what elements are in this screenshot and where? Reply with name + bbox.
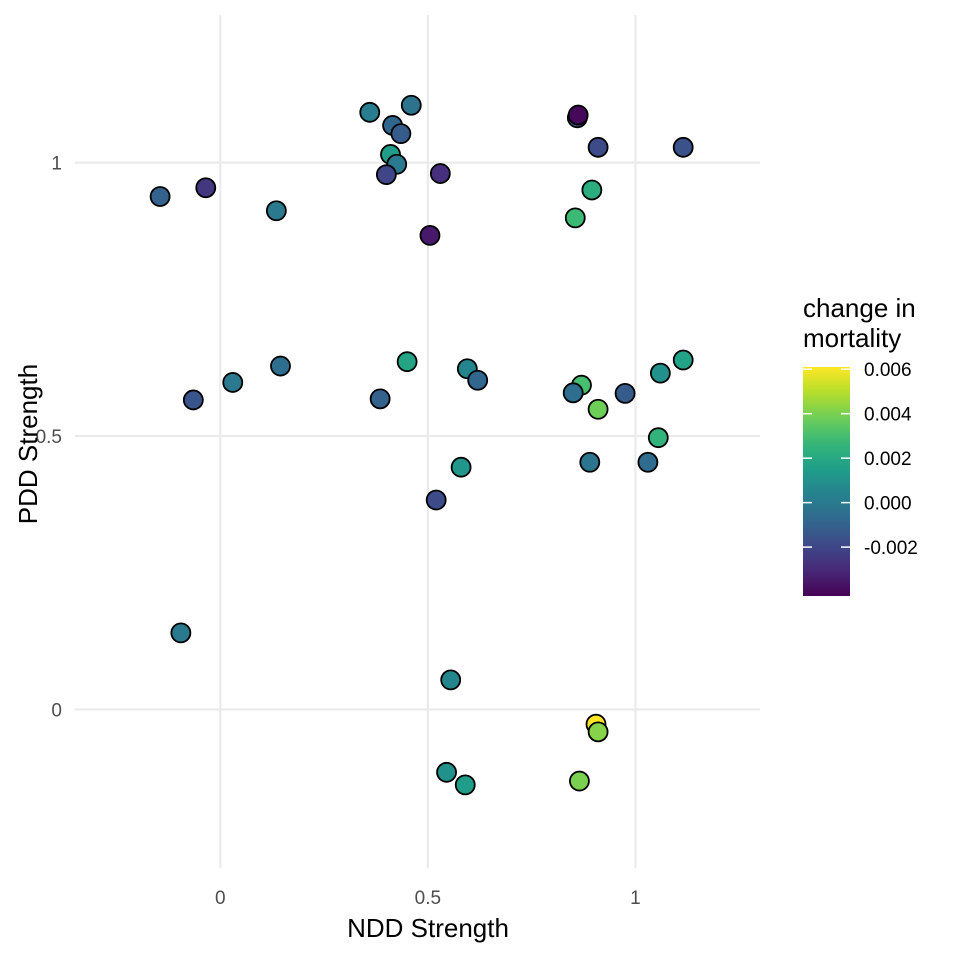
data-point [369,388,391,410]
legend-title-line-2: mortality [803,323,901,353]
data-point [647,427,669,449]
data-point [562,382,584,404]
data-point [569,770,590,792]
data-point [587,398,609,420]
x-tick-label: 0 [215,888,226,909]
data-point [587,136,609,158]
data-point [170,622,192,644]
data-point [587,721,609,743]
colorbar-tick-label: 0.002 [864,449,912,470]
axis-ticks: 0 0.5 1 0 0.5 1 [36,154,641,909]
legend-title-line-1: change in [803,293,916,323]
data-point [454,774,476,796]
data-point [265,200,287,222]
data-point [195,177,217,199]
color-legend: change in mortality 0.006 0.004 0.002 0.000… [803,293,918,596]
data-point [581,179,603,201]
colorbar-tick-label: 0.004 [864,405,912,426]
y-tick-label: 1 [51,154,62,175]
grid-lines [75,15,760,868]
data-point [425,489,447,511]
x-tick-label: 0.5 [415,888,441,909]
y-tick-label: 0 [51,700,62,721]
data-point [419,224,441,246]
x-tick-label: 1 [630,888,641,909]
data-point [270,355,291,377]
data-point [222,372,244,393]
y-tick-label: 0.5 [36,427,62,448]
data-point [579,451,601,473]
colorbar [803,367,850,596]
data-point [149,186,171,207]
data-point [467,369,489,391]
data-point [672,349,694,371]
data-point [436,761,457,783]
data-point [359,101,381,123]
data-point [396,351,418,373]
data-point [400,94,422,116]
data-point [672,136,694,158]
data-point [450,456,472,478]
data-point [637,451,659,473]
colorbar-ticks: 0.006 0.004 0.002 0.000 -0.002 [803,360,918,559]
data-point [440,669,462,691]
data-point [429,163,451,184]
data-point [564,207,586,229]
colorbar-tick-label: 0.006 [864,360,912,381]
data-point [649,362,671,384]
data-point [614,382,636,404]
data-points [149,94,694,796]
x-axis-title: NDD Strength [347,913,509,943]
data-point [567,104,589,126]
data-point [375,164,397,186]
data-point [182,389,204,411]
y-axis-title: PDD Strength [13,364,43,524]
colorbar-tick-label: 0.000 [864,494,912,515]
data-point [390,123,412,145]
colorbar-tick-label: -0.002 [864,538,918,559]
